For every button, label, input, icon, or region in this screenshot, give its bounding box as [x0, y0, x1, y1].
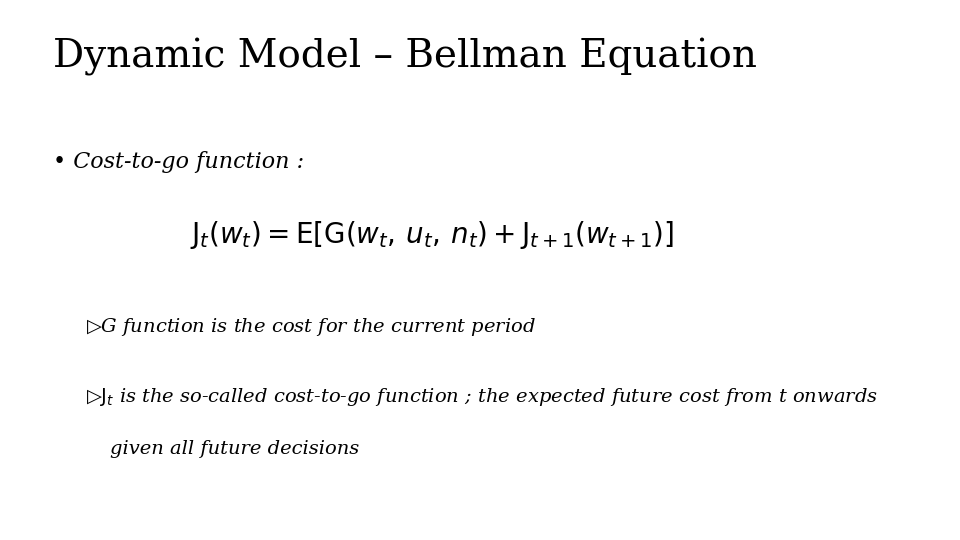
Text: Dynamic Model – Bellman Equation: Dynamic Model – Bellman Equation	[53, 38, 756, 76]
Text: given all future decisions: given all future decisions	[110, 440, 360, 458]
Text: $\mathrm{J}_t(w_t) = \mathrm{E}\left[\mathrm{G}(w_t,\, u_t,\, n_t) + \mathrm{J}_: $\mathrm{J}_t(w_t) = \mathrm{E}\left[\ma…	[190, 219, 674, 251]
Text: • Cost-to-go function :: • Cost-to-go function :	[53, 151, 304, 173]
Text: $\rhd$G function is the cost for the current period: $\rhd$G function is the cost for the cur…	[86, 316, 537, 338]
Text: $\rhd\mathrm{J}_t$ is the so-called cost-to-go function ; the expected future co: $\rhd\mathrm{J}_t$ is the so-called cost…	[86, 386, 878, 408]
